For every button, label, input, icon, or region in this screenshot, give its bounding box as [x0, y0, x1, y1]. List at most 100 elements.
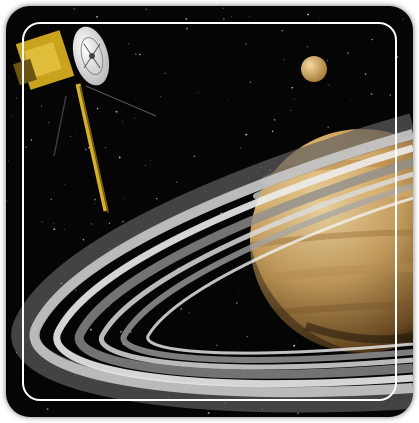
star: [76, 23, 78, 25]
star: [96, 182, 97, 183]
cassini-spacecraft: [13, 26, 157, 214]
rings-front: [11, 113, 413, 413]
star: [395, 56, 398, 58]
star: [96, 15, 99, 18]
star: [15, 97, 18, 99]
star: [236, 302, 238, 304]
star: [249, 81, 252, 83]
star: [333, 83, 334, 84]
star: [287, 354, 289, 355]
star: [350, 98, 351, 100]
star: [64, 183, 66, 185]
star: [227, 100, 229, 101]
star: [283, 58, 285, 61]
star: [396, 56, 399, 58]
star: [88, 147, 90, 149]
star: [238, 290, 240, 292]
star: [73, 8, 76, 10]
star: [377, 117, 379, 119]
star: [282, 107, 284, 109]
star: [164, 72, 166, 74]
star: [133, 117, 135, 119]
star: [66, 339, 67, 340]
star: [159, 95, 162, 98]
star: [293, 98, 295, 100]
star: [180, 308, 183, 310]
star: [48, 121, 50, 124]
star: [188, 311, 191, 314]
star: [120, 330, 122, 333]
star: [124, 197, 126, 199]
star: [326, 59, 328, 62]
star: [105, 147, 107, 149]
star: [306, 46, 309, 48]
star: [12, 116, 14, 118]
star: [94, 198, 96, 201]
star: [223, 18, 225, 20]
star: [207, 412, 210, 414]
star: [327, 126, 329, 129]
star: [7, 160, 9, 162]
star: [245, 43, 247, 45]
star: [177, 181, 179, 182]
star: [145, 165, 146, 166]
star: [156, 198, 158, 200]
star: [82, 239, 85, 241]
star: [249, 16, 250, 18]
star: [81, 22, 83, 24]
star: [318, 18, 320, 19]
star: [10, 32, 12, 34]
star: [108, 306, 110, 308]
star: [208, 285, 211, 288]
star: [74, 289, 77, 291]
star: [364, 73, 367, 75]
star: [230, 16, 232, 18]
star: [90, 222, 93, 225]
star: [347, 52, 349, 55]
star: [52, 223, 55, 225]
star: [135, 53, 137, 55]
star: [271, 130, 274, 133]
star: [197, 91, 200, 94]
star: [122, 220, 124, 223]
star: [402, 18, 404, 20]
star: [63, 228, 65, 230]
star: [93, 203, 95, 205]
star: [245, 133, 248, 136]
space-image-tile: [6, 6, 413, 417]
star: [193, 155, 196, 157]
star: [316, 127, 318, 128]
star: [175, 181, 178, 184]
star: [53, 228, 56, 231]
star: [241, 21, 244, 24]
star: [281, 30, 283, 32]
star: [291, 86, 294, 89]
star: [84, 148, 87, 151]
star: [185, 27, 188, 30]
star: [121, 120, 124, 122]
star: [117, 33, 119, 35]
star: [41, 105, 43, 107]
star: [307, 13, 310, 16]
moon: [301, 56, 327, 82]
star: [216, 344, 218, 347]
star: [118, 113, 120, 114]
star: [139, 53, 141, 56]
star: [220, 212, 222, 214]
star: [328, 84, 330, 86]
star: [270, 113, 272, 115]
star: [14, 52, 16, 54]
star: [150, 160, 152, 162]
star: [145, 8, 147, 10]
star: [371, 38, 373, 41]
star: [46, 408, 49, 410]
star: [317, 98, 318, 100]
star: [22, 171, 24, 173]
star: [185, 17, 188, 20]
star: [297, 412, 299, 415]
star: [30, 139, 33, 141]
star: [222, 7, 225, 10]
star: [290, 109, 292, 112]
star: [108, 222, 111, 224]
star: [293, 344, 296, 347]
